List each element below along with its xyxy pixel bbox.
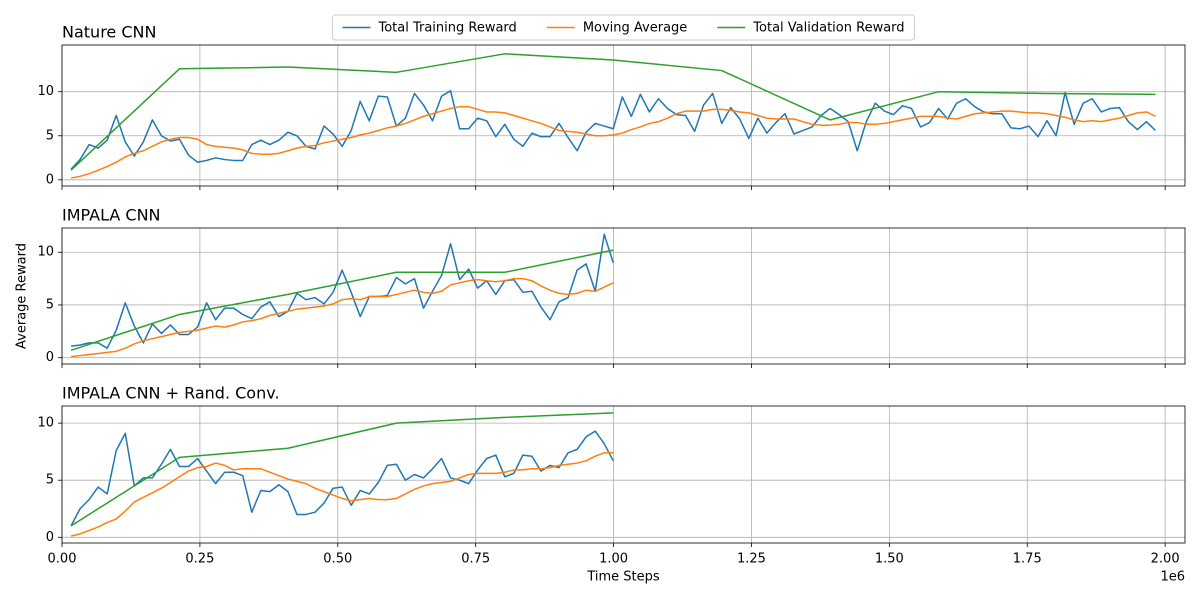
series-line (70, 277, 614, 358)
y-tick-label: 5 (46, 297, 54, 312)
y-tick-label: 10 (37, 245, 54, 260)
legend: Total Training Reward Moving Average Total… (331, 14, 916, 41)
legend-label: Moving Average (583, 21, 687, 36)
x-tick-label: 1.50 (875, 552, 904, 567)
panel-title: IMPALA CNN (62, 206, 161, 225)
plot-frame (61, 227, 1186, 365)
x-tick-label: 1.25 (737, 552, 766, 567)
series-line (70, 233, 614, 349)
y-tick-label: 10 (37, 416, 54, 431)
y-tick-label: 0 (46, 350, 54, 365)
y-axis-label: Average Reward (15, 243, 30, 349)
series-line (70, 430, 614, 527)
legend-box (331, 14, 916, 41)
x-tick-label: 1.00 (599, 552, 628, 567)
y-tick-label: 0 (46, 172, 54, 187)
panel-title: IMPALA CNN + Rand. Conv. (62, 384, 280, 403)
x-offset-label: 1e6 (1160, 570, 1185, 585)
plot-frame (61, 405, 1186, 544)
panel-title: Nature CNN (62, 23, 156, 42)
series-line (70, 53, 1156, 171)
series-line (70, 90, 1156, 170)
x-tick-label: 0.75 (461, 552, 490, 567)
y-tick-label: 5 (46, 473, 54, 488)
legend-label: Total Training Reward (377, 21, 516, 36)
series-line (70, 412, 614, 527)
x-axis-label: Time Steps (586, 570, 660, 585)
y-tick-label: 10 (37, 84, 54, 99)
x-tick-label: 0.50 (323, 552, 352, 567)
series-line (70, 105, 1156, 179)
plot-frame (61, 44, 1186, 187)
x-tick-label: 1.75 (1013, 552, 1042, 567)
y-tick-label: 5 (46, 128, 54, 143)
x-tick-label: 2.00 (1151, 552, 1180, 567)
series-line (70, 452, 614, 537)
x-tick-label: 0.25 (185, 552, 214, 567)
x-tick-label: 0.00 (48, 552, 77, 567)
series-line (70, 249, 614, 352)
legend-label: Total Validation Reward (752, 21, 904, 36)
y-tick-label: 0 (46, 530, 54, 545)
